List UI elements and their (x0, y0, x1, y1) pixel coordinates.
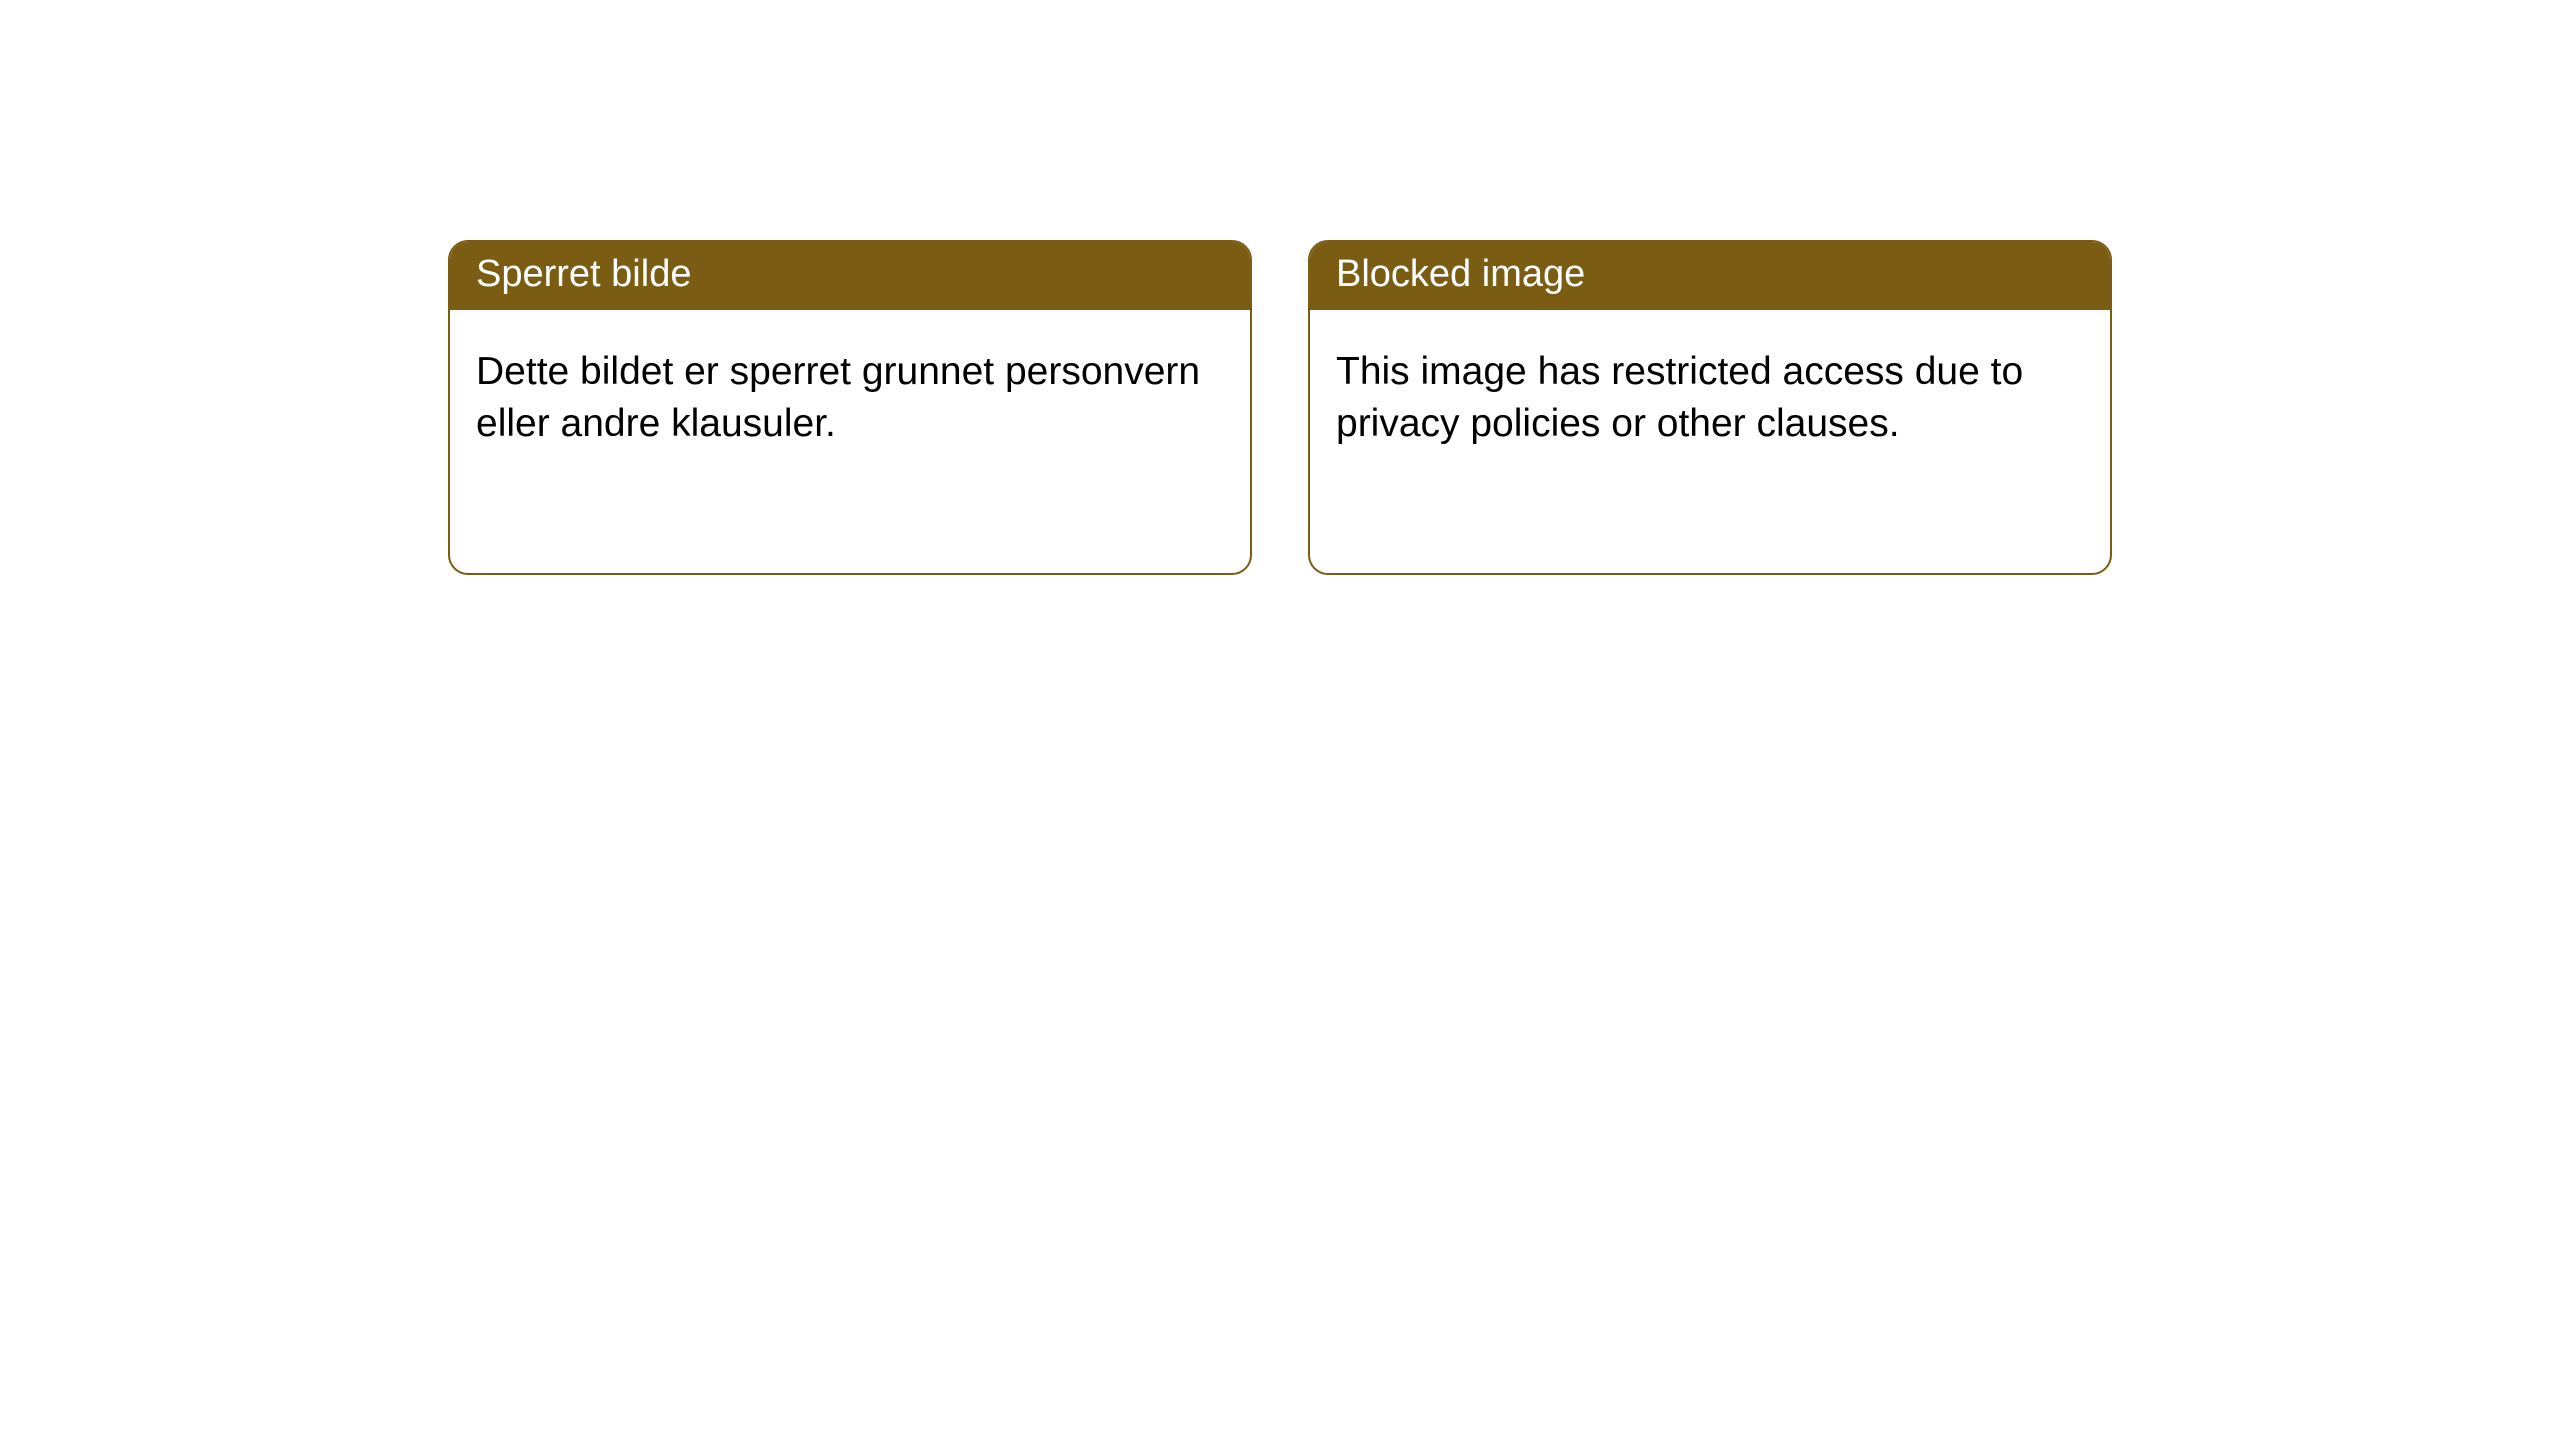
notice-card-header: Blocked image (1310, 242, 2110, 310)
notice-container: Sperret bilde Dette bildet er sperret gr… (0, 0, 2560, 575)
notice-card-header: Sperret bilde (450, 242, 1250, 310)
notice-card-norwegian: Sperret bilde Dette bildet er sperret gr… (448, 240, 1252, 575)
notice-card-body: Dette bildet er sperret grunnet personve… (450, 310, 1250, 477)
notice-card-english: Blocked image This image has restricted … (1308, 240, 2112, 575)
notice-card-body: This image has restricted access due to … (1310, 310, 2110, 477)
